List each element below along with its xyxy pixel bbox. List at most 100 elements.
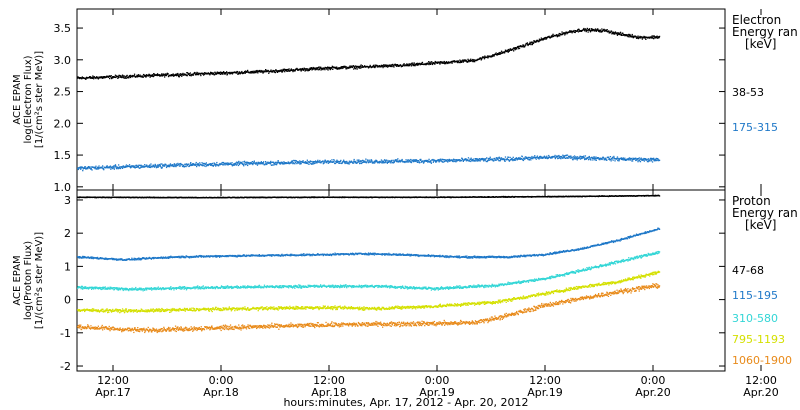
data-point (340, 66, 342, 68)
data-point (397, 158, 399, 160)
data-point (345, 68, 347, 70)
data-point (135, 164, 137, 166)
data-point (314, 67, 317, 69)
data-point (136, 74, 138, 76)
data-point (133, 258, 135, 260)
data-point (500, 50, 503, 52)
data-point (496, 54, 498, 56)
data-point (514, 159, 516, 161)
data-point (439, 61, 441, 63)
data-point (645, 38, 647, 40)
data-point (410, 161, 413, 164)
data-point (128, 77, 130, 79)
data-point (224, 164, 226, 166)
data-point (222, 71, 224, 74)
data-point (394, 64, 396, 66)
data-point (151, 74, 153, 76)
data-point (322, 68, 324, 71)
data-point (493, 160, 495, 162)
data-point (99, 257, 101, 260)
data-point (170, 255, 172, 257)
data-point (598, 157, 601, 160)
data-point (217, 72, 219, 74)
data-point (101, 166, 103, 168)
data-point (595, 159, 597, 161)
data-point (258, 70, 260, 73)
data-point (229, 71, 231, 74)
data-point (583, 157, 585, 159)
data-point (306, 159, 308, 161)
data-point (555, 34, 557, 37)
data-point (148, 75, 150, 77)
data-point (632, 37, 634, 39)
data-point (650, 37, 652, 39)
data-point (316, 162, 318, 164)
data-point (272, 161, 274, 163)
data-point (473, 158, 475, 160)
data-point (253, 72, 255, 74)
data-point (460, 61, 462, 63)
data-point (421, 61, 424, 64)
data-point (144, 74, 147, 77)
data-point (196, 73, 198, 75)
data-point (440, 62, 442, 64)
data-point (134, 259, 136, 261)
data-point (648, 158, 650, 160)
data-point (575, 156, 577, 158)
data-point (652, 158, 654, 160)
data-point (186, 165, 188, 167)
data-point (290, 69, 292, 72)
data-point (165, 163, 167, 166)
data-point (490, 56, 492, 58)
data-point (144, 74, 146, 76)
data-point (275, 163, 277, 166)
data-point (455, 161, 457, 163)
data-point (86, 76, 88, 78)
data-point (327, 66, 329, 68)
data-point (562, 156, 565, 158)
data-point (274, 161, 276, 164)
data-point (616, 158, 618, 160)
data-point (304, 68, 307, 70)
data-point (398, 160, 400, 162)
data-point (631, 33, 633, 36)
data-point (352, 162, 354, 164)
data-point (564, 155, 566, 157)
data-point (326, 67, 328, 69)
data-point (293, 162, 295, 164)
data-point (536, 41, 538, 43)
data-point (118, 167, 120, 169)
data-point (653, 160, 656, 162)
data-point (467, 157, 470, 159)
data-point (139, 167, 141, 169)
data-point (487, 196, 489, 198)
data-point (323, 161, 326, 163)
data-point (559, 35, 561, 37)
data-point (242, 254, 245, 256)
data-point (78, 256, 80, 258)
data-point (542, 157, 544, 159)
data-point (459, 160, 461, 162)
data-point (192, 74, 195, 76)
data-point (179, 74, 181, 76)
data-point (639, 37, 641, 39)
data-point (83, 257, 85, 259)
data-point (562, 33, 564, 35)
data-point (343, 160, 346, 163)
data-point (82, 168, 84, 170)
data-point (536, 155, 539, 157)
data-point (455, 160, 457, 162)
data-point (561, 155, 563, 158)
data-point (376, 160, 378, 162)
data-point (643, 157, 645, 160)
data-point (256, 164, 259, 166)
data-point (274, 71, 276, 74)
data-point (139, 167, 142, 169)
data-point (191, 164, 193, 166)
data-point (116, 259, 119, 261)
data-point (157, 166, 159, 168)
data-point (239, 161, 241, 163)
data-point (416, 160, 418, 162)
data-point (602, 156, 604, 159)
data-point (344, 162, 346, 165)
